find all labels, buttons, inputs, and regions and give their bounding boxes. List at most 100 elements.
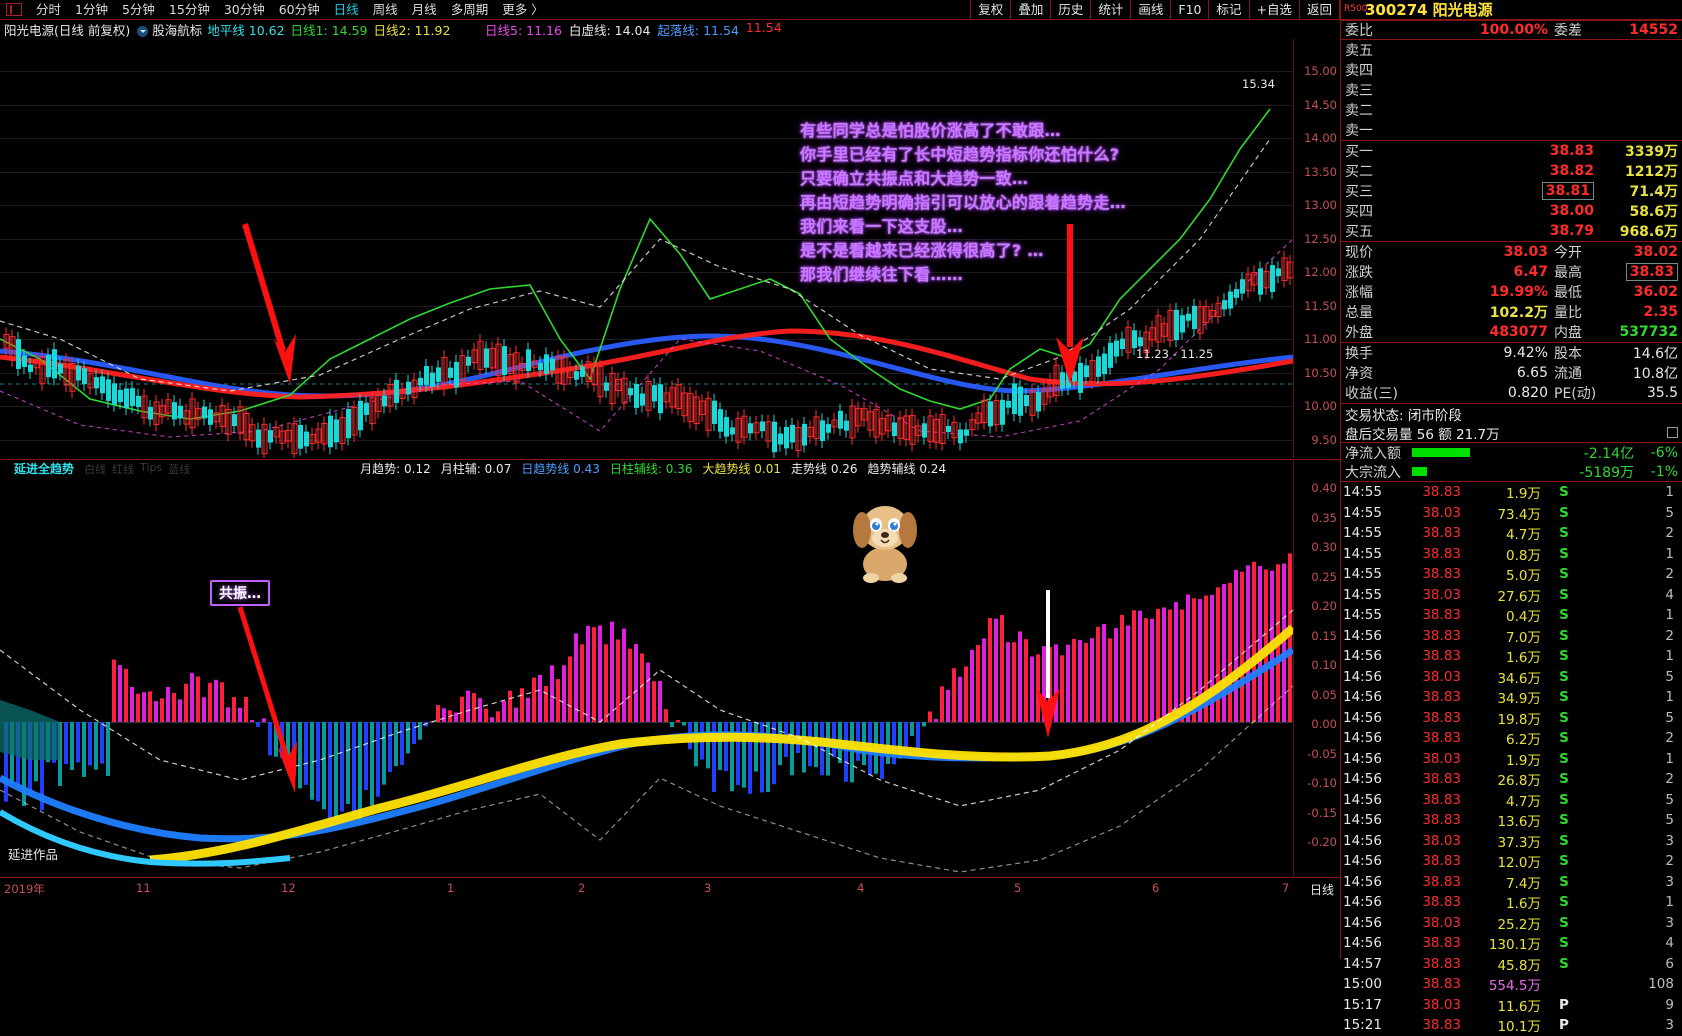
tick-count: 2 <box>1665 771 1674 788</box>
tick-side: S <box>1559 730 1569 747</box>
period-tab-周线[interactable]: 周线 <box>372 2 398 17</box>
period-tab-分时[interactable]: 分时 <box>36 2 62 17</box>
toolbar-button-复权[interactable]: 复权 <box>970 0 1010 20</box>
tick-row[interactable]: 14:56 38.03 34.6万 S 5 <box>1341 667 1682 688</box>
toolbar-button-叠加[interactable]: 叠加 <box>1010 0 1050 20</box>
chart-mini-icon[interactable] <box>1667 427 1678 438</box>
toolbar-button-返回[interactable]: 返回 <box>1298 0 1340 20</box>
tick-time: 14:56 <box>1343 914 1382 931</box>
indicator-tick: 0.10 <box>1311 658 1337 672</box>
tick-row[interactable]: 14:55 38.03 73.4万 S 5 <box>1341 503 1682 524</box>
period-tab-月线[interactable]: 月线 <box>411 2 437 17</box>
tick-row[interactable]: 14:56 38.83 6.2万 S 2 <box>1341 728 1682 749</box>
stock-name: 阳光电源 <box>1432 1 1493 19</box>
toolbar-button-统计[interactable]: 统计 <box>1090 0 1130 20</box>
tick-row[interactable]: 14:55 38.83 5.0万 S 2 <box>1341 564 1682 585</box>
flow-percent: -1% <box>1650 463 1678 480</box>
ask-row[interactable]: 卖五 <box>1341 40 1682 60</box>
ask-book[interactable]: 卖五 卖四 卖三 卖二 卖一 <box>1341 40 1682 140</box>
tick-row[interactable]: 14:56 38.83 130.1万 S 4 <box>1341 933 1682 954</box>
main-price-chart[interactable]: 有些同学总是怕股价涨高了不敢跟… 你手里已经有了长中短趋势指标你还怕什么? 只要确立… <box>0 39 1340 458</box>
stat-value-1: 6.47 <box>1513 264 1548 280</box>
tick-row[interactable]: 14:55 38.83 4.7万 S 2 <box>1341 523 1682 544</box>
gridline <box>0 238 1293 240</box>
tick-count: 5 <box>1665 504 1674 521</box>
toolbar-button-+自选[interactable]: +自选 <box>1248 0 1299 20</box>
tick-list[interactable]: 14:55 38.83 1.9万 S 1 14:55 38.03 73.4万 S 5 14:55 38… <box>1341 481 1682 1036</box>
tick-price: 38.03 <box>1422 832 1461 849</box>
tick-row[interactable]: 14:56 38.03 1.9万 S 1 <box>1341 749 1682 770</box>
quote-stats: 现价 38.03 今开 38.02 涨跌 6.47 最高 38.83 涨幅 19.99% 最低 36.… <box>1341 241 1682 342</box>
ask-row[interactable]: 卖三 <box>1341 80 1682 100</box>
tick-row[interactable]: 14:56 38.83 7.4万 S 3 <box>1341 872 1682 893</box>
toolbar-button-历史[interactable]: 历史 <box>1050 0 1090 20</box>
indicator-legend-日趋势线: 日趋势线 0.43 <box>521 462 600 476</box>
tick-row[interactable]: 14:56 38.83 19.8万 S 5 <box>1341 708 1682 729</box>
toolbar-button-画线[interactable]: 画线 <box>1130 0 1170 20</box>
flow-value: -5189万 <box>1579 464 1634 481</box>
ask-row[interactable]: 卖二 <box>1341 100 1682 120</box>
tick-side: S <box>1559 484 1569 501</box>
dropdown-chevron-icon[interactable] <box>137 26 149 37</box>
period-tab-日线[interactable]: 日线 <box>333 2 359 17</box>
bid-row[interactable]: 买四 38.00 58.6万 <box>1341 201 1682 221</box>
flow-bar <box>1412 448 1470 457</box>
period-label: 日线 <box>1309 883 1334 897</box>
tick-row[interactable]: 14:56 38.83 4.7万 S 5 <box>1341 790 1682 811</box>
gridline <box>0 372 1293 374</box>
tick-row[interactable]: 14:56 38.83 13.6万 S 5 <box>1341 810 1682 831</box>
tick-row[interactable]: 14:56 38.03 25.2万 S 3 <box>1341 913 1682 934</box>
tick-time: 14:56 <box>1343 771 1382 788</box>
period-tab-多周期[interactable]: 多周期 <box>450 2 489 17</box>
stat-row: 总量 102.2万 量比 2.35 <box>1341 302 1682 322</box>
period-tab-1分钟[interactable]: 1分钟 <box>75 2 108 17</box>
tick-volume: 554.5万 <box>1488 978 1541 995</box>
tick-row[interactable]: 15:17 38.03 11.6万 P 9 <box>1341 995 1682 1016</box>
tick-row[interactable]: 14:55 38.83 1.9万 S 1 <box>1341 482 1682 503</box>
tick-price: 38.83 <box>1422 648 1461 665</box>
period-tab-5分钟[interactable]: 5分钟 <box>121 2 155 17</box>
tick-row[interactable]: 14:55 38.03 27.6万 S 4 <box>1341 585 1682 606</box>
tick-row[interactable]: 14:56 38.83 1.6万 S 1 <box>1341 646 1682 667</box>
bid-row[interactable]: 买三 38.81 71.4万 <box>1341 181 1682 201</box>
bid-row[interactable]: 买二 38.82 1212万 <box>1341 161 1682 181</box>
toolbar-button-F10[interactable]: F10 <box>1170 0 1208 20</box>
flow-label: 大宗流入 <box>1345 464 1401 481</box>
tick-row[interactable]: 14:56 38.83 12.0万 S 2 <box>1341 851 1682 872</box>
layout-toggle-icon[interactable] <box>6 3 22 16</box>
toolbar-button-标记[interactable]: 标记 <box>1208 0 1248 20</box>
fund-value-2: 14.6亿 <box>1632 346 1678 362</box>
tick-row[interactable]: 15:21 38.83 10.1万 P 3 <box>1341 1015 1682 1036</box>
tick-row[interactable]: 14:55 38.83 0.8万 S 1 <box>1341 544 1682 565</box>
tick-row[interactable]: 14:55 38.83 0.4万 S 1 <box>1341 605 1682 626</box>
date-label: 7 <box>1282 881 1290 895</box>
ask-row[interactable]: 卖四 <box>1341 60 1682 80</box>
trend-indicator-chart[interactable]: 延进全趋势 白线 红线 Tips 蓝线 月趋势: 0.12 月柱辅: 0.07 日趋势线 … <box>0 459 1340 877</box>
period-tab-30分钟[interactable]: 30分钟 <box>223 2 265 17</box>
tick-row[interactable]: 14:56 38.83 26.8万 S 2 <box>1341 769 1682 790</box>
tick-row[interactable]: 14:56 38.83 7.0万 S 2 <box>1341 626 1682 647</box>
stat-row: 涨幅 19.99% 最低 36.02 <box>1341 282 1682 302</box>
after-hours-row: 盘后交易量 56 额 21.7万 <box>1341 423 1682 443</box>
period-tab-60分钟[interactable]: 60分钟 <box>278 2 320 17</box>
tick-row[interactable]: 14:56 38.83 1.6万 S 1 <box>1341 892 1682 913</box>
period-tab-15分钟[interactable]: 15分钟 <box>168 2 210 17</box>
stat-label-1: 现价 <box>1345 245 1373 261</box>
bid-row[interactable]: 买五 38.79 968.6万 <box>1341 221 1682 241</box>
tick-count: 3 <box>1665 1017 1674 1034</box>
tick-time: 14:56 <box>1343 648 1382 665</box>
tick-price: 38.83 <box>1422 525 1461 542</box>
tick-row[interactable]: 15:00 38.83 554.5万 108 <box>1341 974 1682 995</box>
date-label: 11 <box>136 881 151 895</box>
stat-value-2: 38.83 <box>1600 263 1678 281</box>
tick-row[interactable]: 14:57 38.83 45.8万 S 6 <box>1341 954 1682 975</box>
ask-row[interactable]: 卖一 <box>1341 120 1682 140</box>
bid-row[interactable]: 买一 38.83 3339万 <box>1341 141 1682 161</box>
bid-book[interactable]: 买一 38.83 3339万 买二 38.82 1212万 买三 38.81 71.4万 买四 38… <box>1341 140 1682 241</box>
tick-row[interactable]: 14:56 38.03 37.3万 S 3 <box>1341 831 1682 852</box>
indicator-tick: 0.15 <box>1311 628 1337 643</box>
tick-row[interactable]: 14:56 38.83 34.9万 S 1 <box>1341 687 1682 708</box>
tick-price: 38.83 <box>1422 976 1461 993</box>
period-tab-更多 〉[interactable]: 更多 〉 <box>502 2 544 17</box>
fund-value-2: 10.8亿 <box>1632 366 1678 382</box>
